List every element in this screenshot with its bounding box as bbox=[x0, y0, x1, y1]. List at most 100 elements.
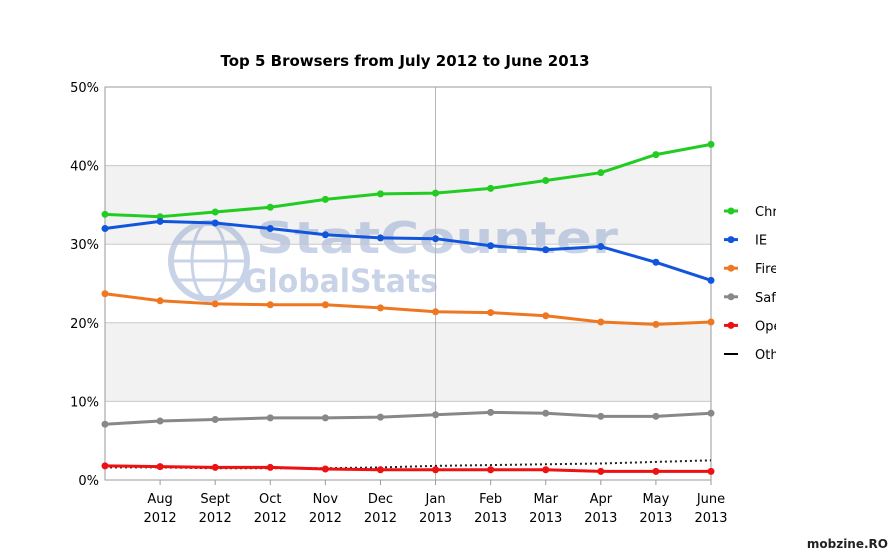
data-point-chrome bbox=[321, 195, 329, 203]
data-point-ie bbox=[597, 243, 605, 251]
data-point-safari bbox=[652, 412, 660, 420]
data-point-opera bbox=[432, 466, 440, 474]
y-tick-label: 50% bbox=[70, 81, 99, 96]
data-point-ie bbox=[211, 219, 219, 227]
y-tick-label: 30% bbox=[70, 238, 99, 253]
legend-marker-firefox bbox=[727, 264, 735, 272]
data-point-safari bbox=[376, 413, 384, 421]
series-line-safari bbox=[104, 410, 712, 426]
data-point-opera bbox=[542, 466, 550, 474]
data-point-opera bbox=[597, 467, 605, 475]
data-point-ie bbox=[652, 258, 660, 266]
plot-band bbox=[105, 165, 711, 245]
data-point-opera bbox=[321, 465, 329, 473]
data-point-opera bbox=[652, 467, 660, 475]
x-tick-label-year: 2012 bbox=[364, 511, 397, 526]
data-point-safari bbox=[597, 412, 605, 420]
data-point-safari bbox=[321, 414, 329, 422]
y-tick-label: 20% bbox=[70, 317, 99, 332]
data-point-ie bbox=[321, 231, 329, 239]
x-tick-label-month: Mar bbox=[533, 492, 558, 507]
data-point-ie bbox=[156, 217, 164, 225]
data-point-firefox bbox=[597, 318, 605, 326]
data-point-firefox bbox=[432, 308, 440, 316]
chart-panel: Top 5 Browsers from July 2012 to June 20… bbox=[38, 27, 849, 531]
legend-marker-opera bbox=[727, 321, 735, 329]
data-point-opera bbox=[707, 467, 715, 475]
data-point-chrome bbox=[101, 210, 109, 218]
data-point-chrome bbox=[487, 184, 495, 192]
x-tick-label-year: 2013 bbox=[584, 511, 617, 526]
y-tick-label: 10% bbox=[70, 395, 99, 410]
data-point-firefox bbox=[266, 301, 274, 309]
legend-label-safari: Safari bbox=[755, 291, 776, 306]
data-point-firefox bbox=[487, 309, 495, 317]
x-tick-label-year: 2013 bbox=[694, 511, 727, 526]
legend-label-ie: IE bbox=[755, 234, 767, 249]
legend: Chrome IE Firefox Safari Opera Other (dotted) bbox=[724, 205, 849, 363]
data-point-opera bbox=[376, 466, 384, 474]
data-point-ie bbox=[432, 235, 440, 243]
plot-band bbox=[105, 87, 711, 166]
data-point-chrome bbox=[542, 177, 550, 185]
x-tick-label-month: Feb bbox=[479, 492, 502, 507]
data-point-opera bbox=[156, 463, 164, 471]
watermark-line2: GlobalStats bbox=[243, 262, 438, 300]
data-point-ie bbox=[487, 242, 495, 250]
series-line-chrome bbox=[104, 142, 712, 219]
data-point-ie bbox=[376, 234, 384, 242]
x-tick-label-year: 2013 bbox=[639, 511, 672, 526]
x-tick-label-year: 2012 bbox=[309, 511, 342, 526]
x-tick-label-month: Nov bbox=[313, 492, 339, 507]
x-tick-label-month: June bbox=[696, 492, 725, 507]
data-point-chrome bbox=[211, 208, 219, 216]
data-point-chrome bbox=[597, 169, 605, 177]
data-point-safari bbox=[211, 415, 219, 423]
line-chart: Top 5 Browsers from July 2012 to June 20… bbox=[70, 52, 849, 526]
data-point-ie bbox=[101, 224, 109, 232]
data-point-ie bbox=[707, 276, 715, 284]
x-tick-label-month: May bbox=[642, 492, 669, 507]
data-point-ie bbox=[542, 246, 550, 254]
x-tick-label-year: 2013 bbox=[419, 511, 452, 526]
data-point-firefox bbox=[376, 304, 384, 312]
x-tick-label-month: Sept bbox=[200, 492, 230, 507]
x-tick-label-month: Aug bbox=[147, 492, 172, 507]
data-point-chrome bbox=[266, 203, 274, 211]
data-point-ie bbox=[266, 224, 274, 232]
x-tick-label-year: 2012 bbox=[144, 511, 177, 526]
source-credit: mobzine.RO bbox=[806, 537, 888, 551]
y-tick-label: 40% bbox=[70, 160, 99, 175]
data-point-firefox bbox=[542, 312, 550, 320]
data-point-chrome bbox=[432, 189, 440, 197]
legend-label-opera: Opera bbox=[755, 319, 776, 334]
legend-label-other-dotted: Other (dotted) bbox=[755, 348, 776, 363]
data-point-safari bbox=[156, 417, 164, 425]
plot-band bbox=[105, 322, 711, 402]
data-point-chrome bbox=[376, 190, 384, 198]
legend-marker-ie bbox=[727, 236, 735, 244]
x-tick-label-month: Apr bbox=[590, 492, 613, 507]
x-tick-label-month: Oct bbox=[259, 492, 281, 507]
data-point-chrome bbox=[652, 151, 660, 159]
x-tick-label-year: 2013 bbox=[474, 511, 507, 526]
data-point-opera bbox=[101, 462, 109, 470]
data-point-firefox bbox=[707, 318, 715, 326]
data-point-safari bbox=[707, 409, 715, 417]
data-point-safari bbox=[266, 414, 274, 422]
x-tick-label-month: Dec bbox=[368, 492, 393, 507]
x-tick-label-year: 2012 bbox=[199, 511, 232, 526]
y-tick-label: 0% bbox=[78, 474, 99, 489]
data-point-firefox bbox=[156, 297, 164, 305]
data-point-opera bbox=[487, 466, 495, 474]
legend-marker-chrome bbox=[727, 207, 735, 215]
legend-label-chrome: Chrome bbox=[755, 205, 776, 220]
series-line-firefox bbox=[104, 292, 712, 326]
data-point-opera bbox=[211, 463, 219, 471]
data-point-safari bbox=[101, 420, 109, 428]
data-point-firefox bbox=[211, 300, 219, 308]
data-point-safari bbox=[487, 408, 495, 416]
legend-label-firefox: Firefox bbox=[755, 262, 776, 277]
data-point-safari bbox=[432, 411, 440, 419]
series-line-ie bbox=[104, 219, 712, 282]
